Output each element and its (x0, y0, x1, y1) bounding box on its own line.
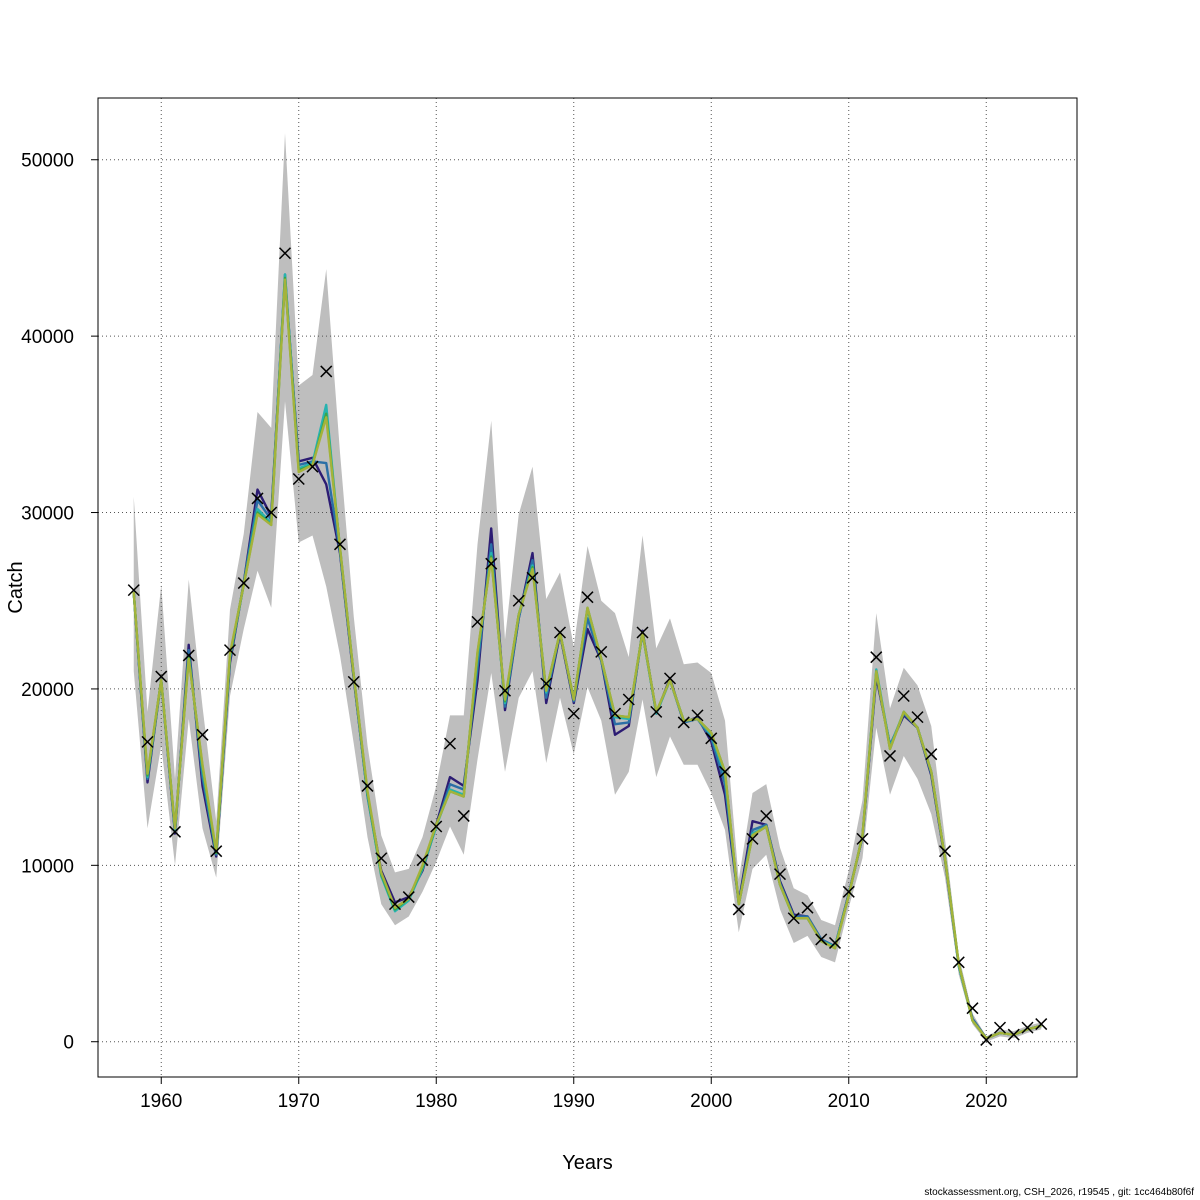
observed-point (966, 1002, 979, 1015)
observed-point (815, 933, 828, 946)
y-tick-label: 10000 (21, 856, 74, 877)
observed-point (842, 885, 855, 898)
x-tick-label: 1960 (140, 1091, 182, 1112)
observed-catch-markers (127, 247, 1048, 1046)
observed-point (553, 626, 567, 639)
observed-point (347, 675, 360, 688)
observed-point (168, 825, 182, 838)
observed-point (265, 506, 278, 519)
observed-point (1007, 1028, 1020, 1041)
observed-point (567, 707, 580, 720)
y-tick-label: 0 (63, 1033, 74, 1054)
observed-point (251, 492, 264, 505)
series-line-5 (132, 278, 1042, 1040)
observed-point (677, 716, 690, 729)
observed-point (595, 645, 608, 658)
observed-point (320, 365, 333, 378)
observed-point (457, 809, 470, 822)
observed-point (402, 891, 415, 904)
x-tick-label: 2020 (965, 1091, 1007, 1112)
observed-point (993, 1021, 1007, 1034)
x-axis-title: Years (562, 1152, 612, 1174)
observed-point (760, 809, 773, 822)
y-tick-label: 30000 (21, 504, 74, 525)
observed-point (773, 868, 787, 881)
observed-point (705, 732, 718, 745)
footer-credit: stockassessment.org, CSH_2026, r19545 , … (924, 1187, 1194, 1198)
observed-point (127, 584, 140, 597)
observed-point (746, 832, 759, 845)
observed-point (223, 644, 237, 657)
observed-point (650, 705, 663, 718)
observed-point (498, 684, 512, 697)
observed-point (925, 748, 938, 761)
y-axis-title: Catch (5, 561, 27, 613)
observed-point (416, 854, 429, 867)
observed-point (237, 577, 250, 590)
y-tick-label: 20000 (21, 680, 74, 701)
observed-point (608, 707, 622, 720)
observed-point (182, 649, 195, 662)
axes: 1960 1970 1980 1990 2000 2010 2020 0 10000 20000 3… (21, 151, 1007, 1112)
observed-point (952, 956, 965, 969)
observed-point (1035, 1018, 1048, 1031)
y-tick-label: 50000 (21, 151, 74, 172)
observed-point (883, 749, 897, 762)
observed-point (512, 594, 525, 607)
series-lines (132, 273, 1042, 1040)
observed-point (292, 472, 305, 486)
observed-point (938, 845, 952, 858)
observed-point (388, 898, 402, 911)
observed-point (856, 832, 869, 845)
observed-point (430, 820, 443, 833)
observed-point (581, 591, 594, 604)
observed-point (278, 247, 292, 260)
observed-point (375, 852, 388, 865)
observed-point (540, 677, 553, 690)
observed-point (828, 936, 842, 949)
observed-point (691, 709, 704, 722)
x-tick-label: 1990 (553, 1091, 595, 1112)
observed-point (980, 1033, 993, 1046)
observed-point (732, 903, 745, 916)
observed-point (911, 711, 924, 724)
observed-point (622, 693, 635, 706)
observed-point (210, 845, 223, 858)
observed-point (196, 728, 209, 741)
observed-point (443, 737, 457, 750)
observed-point (526, 571, 539, 584)
observed-point (471, 615, 484, 628)
observed-point (870, 651, 883, 664)
x-tick-label: 2000 (690, 1091, 732, 1112)
observed-point (306, 460, 319, 473)
observed-point (787, 912, 800, 925)
observed-point (718, 765, 732, 778)
plot-frame (97, 97, 1078, 1078)
observed-point (333, 538, 347, 551)
observed-point (636, 626, 649, 639)
observed-point (155, 670, 168, 683)
observed-point (141, 735, 154, 748)
x-tick-label: 2010 (828, 1091, 870, 1112)
observed-point (801, 901, 814, 914)
observed-point (663, 672, 677, 685)
confidence-band-area (133, 133, 1042, 1042)
observed-point (1021, 1021, 1034, 1034)
confidence-band (133, 133, 1042, 1042)
observed-point (897, 689, 910, 703)
observed-point (485, 557, 498, 570)
x-tick-label: 1970 (278, 1091, 320, 1112)
x-tick-label: 1980 (415, 1091, 457, 1112)
y-tick-label: 40000 (21, 327, 74, 348)
observed-point (361, 779, 374, 792)
